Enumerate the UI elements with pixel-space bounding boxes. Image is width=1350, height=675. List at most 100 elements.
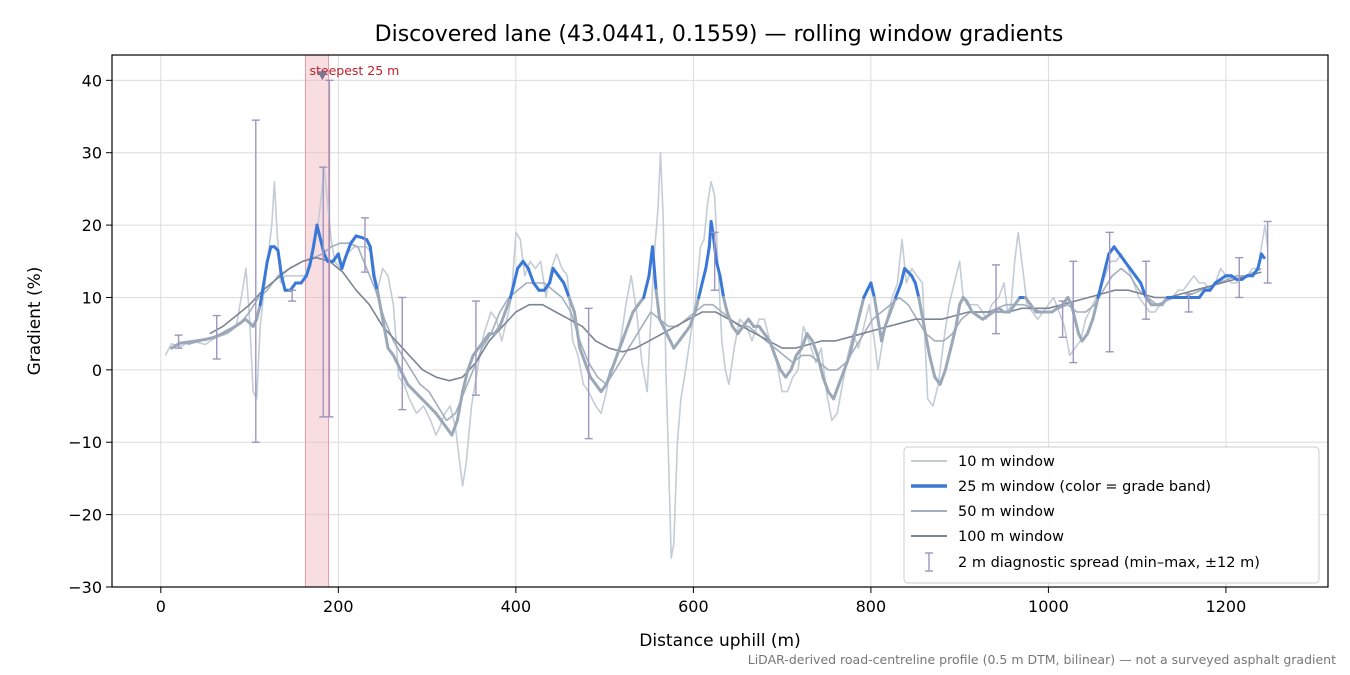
series-25m-segment-24	[304, 263, 312, 278]
spread-bar-2	[251, 119, 260, 443]
x-tick-label-6: 1200	[1206, 597, 1247, 616]
series-25m-segment-104	[700, 267, 708, 285]
series-25m-segment-25	[308, 245, 315, 267]
spread-bar-12	[1058, 300, 1067, 338]
y-tick-label-0: −30	[68, 578, 102, 597]
series-25m-segment-219	[1259, 252, 1266, 260]
series-25m-segment-140	[869, 281, 876, 299]
legend-label-spread: 2 m diagnostic spread (min–max, ±12 m)	[958, 555, 1260, 571]
legend-box	[903, 446, 1320, 584]
x-axis-label: Distance uphill (m)	[639, 631, 800, 651]
series-25m-segment-85	[615, 339, 624, 357]
spread-bar-13	[1069, 260, 1078, 364]
series-25m-segment-126	[800, 332, 809, 350]
y-tick-label-7: 40	[82, 71, 102, 90]
series-25m-segment-194	[1128, 267, 1137, 278]
series-25m-segment-107	[709, 220, 715, 234]
series-25m-segment-86	[620, 324, 630, 343]
series-25m-segment-54	[455, 390, 465, 422]
series-25m-segment-15	[265, 245, 273, 263]
series-25m-segment-42	[381, 317, 390, 350]
y-tick-label-3: 0	[92, 361, 102, 380]
series-25m-segment-14	[262, 259, 269, 285]
series-25m-segment-55	[461, 368, 470, 394]
series-25m-segment-170	[1007, 303, 1017, 314]
y-tick-label-1: −20	[68, 506, 102, 525]
series-25m-segment-56	[466, 353, 475, 372]
series-25m-segment-105	[704, 245, 711, 270]
steepest-band	[304, 54, 330, 588]
series-25m-segment-63	[503, 296, 512, 314]
series-25m-segment-88	[631, 303, 640, 314]
spread-bar-16	[1184, 293, 1193, 313]
legend-label-25m: 25 m window (color = grade band)	[958, 479, 1211, 495]
series-25m-segment-40	[372, 274, 379, 292]
legend: 10 m window 25 m window (color = grade b…	[903, 446, 1320, 584]
series-group	[164, 151, 1269, 559]
series-25m-segment-183	[1073, 317, 1081, 336]
series-25m-segment-33	[340, 256, 347, 270]
x-tick-label-2: 400	[501, 597, 532, 616]
spread-bar-14	[1105, 231, 1114, 353]
x-axis-ticks: 0 200 400 600 800 1000 1200	[156, 587, 1247, 616]
series-25m-segment-103	[697, 281, 704, 299]
series-25m-segment-130	[821, 375, 830, 394]
series-25m-segment-146	[894, 281, 903, 299]
series-25m-segment-118	[757, 324, 766, 336]
series-25m-segment-79	[583, 361, 592, 379]
series-25m-segment-72	[548, 267, 555, 285]
series-25m-segment-64	[509, 281, 516, 299]
series-25m-segment-65	[512, 267, 520, 285]
series-25m-segment-1	[178, 340, 194, 345]
series-25m-segment-77	[572, 310, 582, 350]
series-25m-segment-90	[642, 274, 651, 299]
series-25m-segment-143	[880, 324, 887, 343]
series-25m-segment-82	[599, 382, 608, 394]
series-25m-segment-41	[375, 288, 385, 321]
series-25m-segment-157	[943, 346, 953, 372]
spread-bar-6	[360, 217, 369, 273]
series-25m-segment-73	[551, 267, 560, 278]
spread-bar-1	[212, 314, 221, 360]
series-25m-segment-48	[420, 397, 431, 408]
series-25m-segment-87	[626, 310, 635, 328]
series-25m-segment-128	[810, 339, 820, 357]
series-25m-segment-133	[837, 368, 846, 386]
series-25m-segment-136	[853, 310, 862, 336]
legend-label-50m: 50 m window	[958, 504, 1055, 520]
series-25m-segment-109	[714, 259, 722, 278]
series-25m-segment-4	[212, 332, 225, 339]
series-25m-segment-100	[683, 324, 692, 336]
y-tick-label-2: −10	[68, 433, 102, 452]
spread-bar-5	[325, 79, 334, 418]
series-25m-segment-39	[368, 245, 376, 278]
series-25m-segment-12	[255, 303, 262, 321]
spread-bar-0	[174, 334, 183, 349]
series-25m-segment-135	[848, 332, 857, 357]
y-tick-label-4: 10	[82, 288, 102, 307]
series-25m-segment-114	[736, 324, 745, 336]
series-25m-segment-68	[526, 267, 536, 285]
series-25m-segment-132	[832, 382, 841, 401]
series-25m-segment-43	[386, 346, 395, 357]
diagnostic-spread-bars	[174, 79, 1272, 443]
series-25m-segment-196	[1139, 281, 1148, 299]
series-25m-segment-151	[913, 281, 921, 299]
series-25m-segment-92	[651, 245, 658, 292]
series-25m-segment-153	[922, 324, 931, 357]
series-25m-segment-145	[888, 296, 898, 314]
series-25m-segment-186	[1086, 317, 1095, 336]
footnote: LiDAR-derived road-centreline profile (0…	[748, 652, 1336, 667]
series-25m-segment-76	[567, 296, 576, 314]
chart-title: Discovered lane (43.0441, 0.1559) — roll…	[375, 22, 1064, 47]
series-25m-segment-27	[315, 223, 323, 242]
series-25m-segment-125	[794, 346, 804, 357]
x-tick-label-0: 0	[156, 597, 166, 616]
series-25m-segment-2	[190, 338, 207, 344]
series-25m-segment-44	[391, 353, 402, 372]
series-25m-segment-189	[1101, 252, 1111, 278]
series-25m-segment-129	[816, 353, 825, 379]
spread-bar-15	[1142, 260, 1151, 320]
spread-bar-17	[1235, 256, 1244, 299]
